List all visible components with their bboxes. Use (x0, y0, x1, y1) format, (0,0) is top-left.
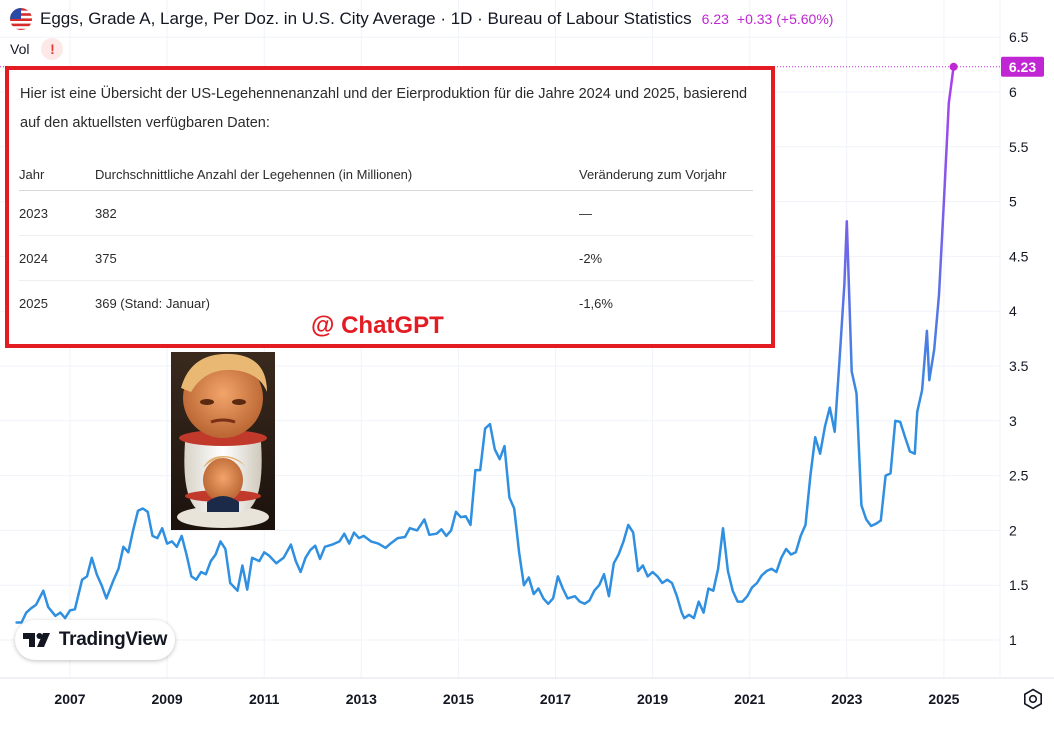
last-price-dot (949, 62, 958, 71)
x-tick-label: 2023 (831, 691, 862, 707)
y-tick-label: 2 (1009, 522, 1017, 538)
portrait-figurine-image (171, 352, 275, 530)
hens-table: Jahr Durchschnittliche Anzahl der Legehe… (19, 158, 753, 325)
table-cell-hens: 369 (Stand: Januar) (95, 295, 210, 311)
table-header-hens: Durchschnittliche Anzahl der Legehennen … (95, 158, 579, 191)
table-cell-hens: 375 (95, 235, 579, 281)
y-tick-label: 3.5 (1009, 358, 1029, 374)
table-cell-hens: 382 (95, 190, 579, 236)
y-tick-label: 3 (1009, 413, 1017, 429)
table-row: 2023 382 — (19, 190, 753, 236)
x-tick-label: 2019 (637, 691, 668, 707)
x-tick-label: 2015 (443, 691, 474, 707)
x-tick-label: 2007 (54, 691, 85, 707)
overlay-intro-text: Hier ist eine Übersicht der US-Legehenne… (20, 86, 748, 131)
table-cell-change: — (579, 190, 753, 236)
x-tick-label: 2021 (734, 691, 765, 707)
tradingview-mark-icon (22, 633, 50, 647)
table-cell-year: 2024 (19, 235, 95, 281)
x-tick-label: 2009 (152, 691, 183, 707)
y-tick-label: 5.5 (1009, 139, 1029, 155)
x-tick-label: 2017 (540, 691, 571, 707)
table-cell-year: 2023 (19, 190, 95, 236)
table-cell-year: 2025 (19, 295, 48, 311)
y-tick-label: 4.5 (1009, 248, 1029, 264)
y-tick-label: 1.5 (1009, 577, 1029, 593)
chatgpt-watermark: @ ChatGPT (311, 312, 444, 339)
chatgpt-overlay-box: Hier ist eine Übersicht der US-Legehenne… (5, 66, 775, 348)
table-row: 2024 375 -2% (19, 235, 753, 281)
x-tick-label: 2013 (346, 691, 377, 707)
y-tick-label: 5 (1009, 194, 1017, 210)
table-header-change: Veränderung zum Vorjahr (579, 158, 753, 191)
settings-gear-icon[interactable] (1022, 688, 1044, 710)
last-price: 6.23 (701, 11, 729, 27)
table-header-year: Jahr (19, 158, 95, 191)
last-price-badge (1001, 56, 1044, 77)
volume-legend: Vol ! (10, 38, 64, 60)
table-row: 2025 369 (Stand: Januar) -1,6% (19, 281, 753, 326)
symbol-title[interactable]: Eggs, Grade A, Large, Per Doz. in U.S. C… (40, 9, 692, 28)
price-change: +0.33 (+5.60%) (736, 11, 834, 27)
table-cell-change: -2% (579, 235, 753, 281)
table-cell-change: -1,6% (579, 295, 613, 311)
y-tick-label: 4 (1009, 303, 1017, 319)
table-header-row: Jahr Durchschnittliche Anzahl der Legehe… (19, 158, 753, 191)
price-series-line (15, 65, 955, 624)
y-tick-label: 6 (1009, 84, 1017, 100)
chart-header: Eggs, Grade A, Large, Per Doz. in U.S. C… (10, 6, 833, 32)
x-tick-label: 2025 (928, 691, 959, 707)
tradingview-logo[interactable]: TradingView (15, 620, 175, 660)
y-tick-label: 2.5 (1009, 468, 1029, 484)
warning-icon[interactable]: ! (41, 38, 64, 60)
y-tick-label: 1 (1009, 632, 1017, 648)
y-tick-label: 6.5 (1009, 29, 1029, 45)
us-flag-icon (10, 8, 32, 30)
tradingview-logo-text: TradingView (58, 629, 168, 650)
x-tick-label: 2011 (249, 691, 280, 707)
volume-label[interactable]: Vol (10, 41, 30, 57)
last-price-badge-label: 6.23 (1009, 59, 1036, 75)
